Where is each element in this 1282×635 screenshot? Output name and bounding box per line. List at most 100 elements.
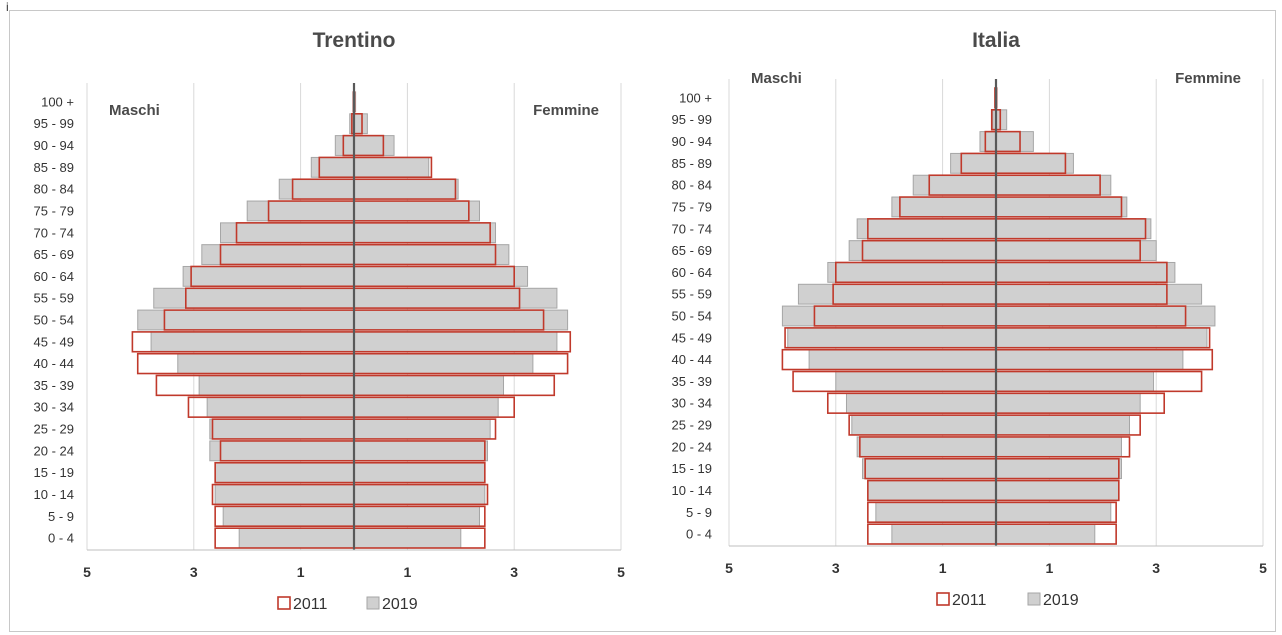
age-group-label: 40 - 44 [34,356,74,371]
bar-2019-female [995,327,1208,349]
age-group-label: 20 - 24 [672,439,712,454]
bar-2019-female [995,196,1128,218]
age-group-label: 15 - 19 [34,465,74,480]
age-group-label: 65 - 69 [672,243,712,258]
femmine-label: Femmine [1175,70,1241,87]
chart-title: Italia [972,29,1020,52]
age-group-label: 65 - 69 [34,247,74,262]
bar-2019-male [238,527,355,549]
bar-2019-male [278,178,355,200]
age-group-label: 50 - 54 [34,313,74,328]
bar-2019-male [153,287,355,309]
x-tick-label: 3 [190,564,198,580]
legend-label-2019: 2019 [1043,592,1079,609]
bar-2019-female [353,462,486,484]
age-group-label: 70 - 74 [34,225,74,240]
age-group-label: 100 + [679,90,712,105]
bar-2019-male [209,418,355,440]
bar-2019-female [353,244,510,265]
age-group-label: 35 - 39 [672,374,712,389]
bar-2019-female [353,396,499,418]
bar-2019-male [856,436,997,458]
bar-2019-female [995,152,1074,174]
legend-label-2011: 2011 [293,596,328,613]
bar-2019-female [353,331,558,353]
bar-2019-male [950,152,997,174]
age-group-label: 75 - 79 [34,203,74,218]
age-group-label: 50 - 54 [672,309,712,324]
age-group-label: 70 - 74 [672,221,712,236]
bar-2019-female [353,375,505,396]
maschi-label: Maschi [109,102,160,119]
bar-2019-male [845,392,997,414]
age-group-label: 55 - 59 [34,291,74,306]
bar-2019-female [995,131,1034,152]
bar-2019-female [353,287,558,309]
bar-2019-female [995,480,1120,501]
age-group-label: 0 - 4 [48,531,74,546]
bar-2019-male [835,371,997,392]
bar-2019-female [353,484,486,505]
bar-2019-female [995,305,1216,327]
x-tick-label: 3 [1152,560,1160,576]
bar-2019-male [198,375,355,396]
bar-2019-male [334,135,355,156]
bar-2019-male [214,462,355,484]
bar-2019-female [353,309,569,331]
bar-2019-female [995,523,1096,545]
legend-swatch-2011 [277,596,291,610]
age-group-label: 45 - 49 [34,334,74,349]
legend-swatch-2019 [1027,592,1041,606]
age-group-label: 0 - 4 [686,527,712,542]
bar-2019-male [787,327,997,349]
bar-2019-female [353,527,462,549]
x-tick-label: 5 [617,564,625,580]
age-group-label: 60 - 64 [672,265,712,280]
bar-2019-female [995,283,1203,305]
age-group-label: 25 - 29 [34,422,74,437]
bar-2019-male [220,222,355,244]
chart-title: Trentino [313,29,396,52]
age-group-label: 90 - 94 [34,138,74,153]
x-tick-label: 5 [1259,560,1267,576]
age-group-label: 90 - 94 [672,134,712,149]
bar-2019-male [891,523,997,545]
bar-2019-female [995,392,1141,414]
bar-2019-female [353,418,491,440]
bar-2019-male [891,196,997,218]
bar-2019-male [150,331,355,353]
bar-2019-male [177,353,355,375]
age-group-label: 25 - 29 [672,418,712,433]
femmine-label: Femmine [533,102,599,119]
bar-2019-female [995,371,1155,392]
bar-2019-male [979,131,997,152]
bar-2019-male [209,440,355,462]
bar-2019-female [353,222,497,244]
x-tick-label: 3 [832,560,840,576]
bar-2019-male [182,265,355,287]
bar-2019-male [246,200,355,222]
bar-2019-female [353,156,430,178]
bar-2019-male [867,480,997,501]
bar-2019-male [206,396,355,418]
bar-2019-female [353,178,459,200]
bar-2019-female [995,218,1152,240]
age-group-label: 100 + [41,94,74,109]
age-group-label: 45 - 49 [672,330,712,345]
bar-2019-female [353,353,534,375]
age-group-label: 80 - 84 [672,178,712,193]
age-group-label: 95 - 99 [672,112,712,127]
bar-2019-male [851,414,997,436]
age-group-label: 85 - 89 [672,156,712,171]
bar-2019-male [827,261,997,283]
bar-2019-male [797,283,997,305]
chart-frame [9,10,1276,632]
bar-2019-female [995,261,1176,283]
bar-2019-female [353,135,395,156]
bar-2019-female [353,200,480,222]
age-group-label: 95 - 99 [34,116,74,131]
bar-2019-male [856,218,997,240]
maschi-label: Maschi [751,70,802,87]
x-tick-label: 1 [1046,560,1054,576]
bar-2019-female [995,501,1112,523]
